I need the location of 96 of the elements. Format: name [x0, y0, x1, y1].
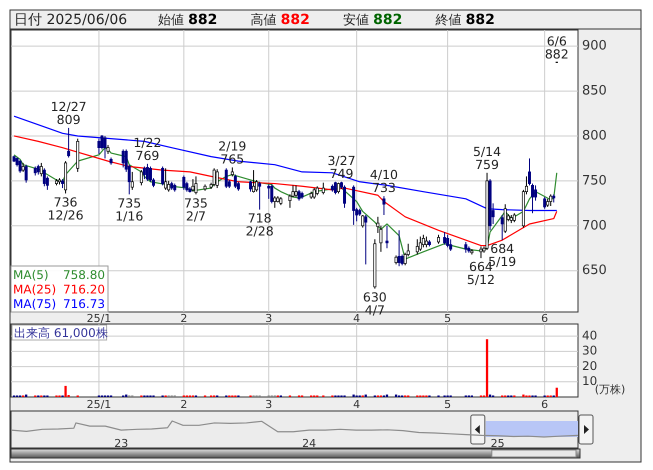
text: MA(75) 716.73 [13, 297, 105, 311]
candlestick [267, 184, 270, 200]
candlestick [343, 184, 346, 208]
candlestick [42, 168, 46, 187]
candlestick [322, 182, 325, 195]
candlestick [385, 225, 388, 249]
candlestick [543, 196, 546, 210]
annotation: 718 2/28 [246, 210, 274, 239]
candlestick [443, 232, 446, 246]
candlestick [334, 181, 337, 195]
x-tick-label: 24 [302, 437, 316, 450]
candlestick [224, 168, 228, 189]
x-tick-label: 25 [490, 437, 505, 450]
candlestick [67, 127, 70, 158]
candlestick [97, 138, 100, 154]
candlestick [212, 168, 216, 187]
candlestick [446, 234, 450, 248]
candlestick [294, 184, 298, 198]
annotation: 12/27 809 [50, 98, 87, 127]
x-tick-label: 25/1 [86, 398, 112, 411]
candlestick [24, 164, 28, 184]
candlestick [534, 184, 538, 202]
y-tick-label: 750 [582, 173, 607, 188]
candlestick [418, 236, 422, 252]
candlestick [122, 148, 125, 168]
text: MA(25) 716.20 [13, 282, 105, 296]
y-tick-label: 650 [582, 263, 607, 278]
x-tick-label: 2 [180, 398, 188, 411]
candlestick [130, 171, 134, 190]
annotation: 735 2/7 [184, 195, 208, 224]
candlestick [161, 166, 164, 186]
candlestick [191, 178, 194, 192]
x-tick-label: 25/1 [86, 312, 112, 325]
annotation: 735 1/16 [115, 195, 144, 224]
candlestick [361, 214, 364, 228]
candlestick [104, 135, 106, 159]
x-tick-label: 4 [353, 398, 360, 411]
annotation: 5/14 759 [473, 144, 502, 172]
annotation: 736 12/26 [48, 194, 84, 222]
candlestick [252, 170, 256, 194]
candlestick [164, 168, 168, 190]
x-tick-label: 6 [541, 398, 548, 411]
x-tick-label: 2 [180, 312, 188, 325]
candlestick [234, 174, 237, 189]
candlestick [249, 180, 252, 192]
bar [556, 388, 558, 397]
candlestick [449, 238, 452, 252]
x-tick-label: 3 [265, 312, 272, 325]
candlestick [146, 163, 149, 182]
candlestick [352, 184, 356, 226]
text: 安値 882 [343, 12, 402, 28]
candlestick [40, 162, 43, 177]
candlestick [312, 188, 316, 200]
y-tick-label: 900 [582, 38, 607, 54]
candlestick [142, 166, 146, 180]
candlestick [382, 196, 386, 216]
candlestick [464, 241, 468, 254]
candlestick [194, 176, 198, 195]
annotation: 出来高 61,000株 [14, 326, 108, 340]
candlestick [398, 230, 401, 267]
text: 始値 882 [158, 12, 218, 28]
candlestick [298, 189, 301, 202]
candlestick [336, 182, 340, 194]
x-tick-label: 3 [265, 398, 272, 411]
candlestick [422, 234, 425, 248]
candlestick [549, 194, 552, 207]
x-tick-label: 5 [444, 398, 452, 411]
annotation: 6/6 882 [544, 33, 569, 62]
candlestick [36, 164, 40, 176]
x-tick-label: 6 [541, 312, 548, 325]
candlestick [18, 160, 22, 174]
y-tick-label: 800 [582, 128, 607, 144]
chart-title: 日付 2025/06/06 [14, 12, 128, 28]
text: MA(5) 758.80 [13, 268, 105, 282]
candlestick [182, 174, 186, 190]
x-tick-label: 23 [114, 437, 128, 450]
candlestick [424, 236, 428, 248]
y-tick-label: 20 [582, 358, 598, 373]
y-tick-label: 30 [582, 344, 598, 358]
y-tick-label: 40 [582, 328, 598, 342]
text: 終値 882 [434, 12, 495, 28]
text: 高値 882 [250, 12, 310, 28]
y-axis-title: (万株) [594, 383, 626, 396]
y-tick-label: 850 [582, 84, 607, 99]
candlestick [479, 246, 482, 259]
candlestick [500, 214, 504, 241]
candlestick [273, 196, 276, 208]
candlestick [216, 168, 219, 189]
x-tick-label: 4 [353, 312, 360, 325]
candlestick [504, 204, 507, 234]
candlestick [416, 238, 419, 256]
x-tick-label: 5 [444, 312, 452, 325]
candlestick [258, 181, 262, 210]
line-series [13, 116, 558, 212]
y-tick-label: 700 [582, 218, 607, 234]
candlestick [140, 170, 143, 186]
